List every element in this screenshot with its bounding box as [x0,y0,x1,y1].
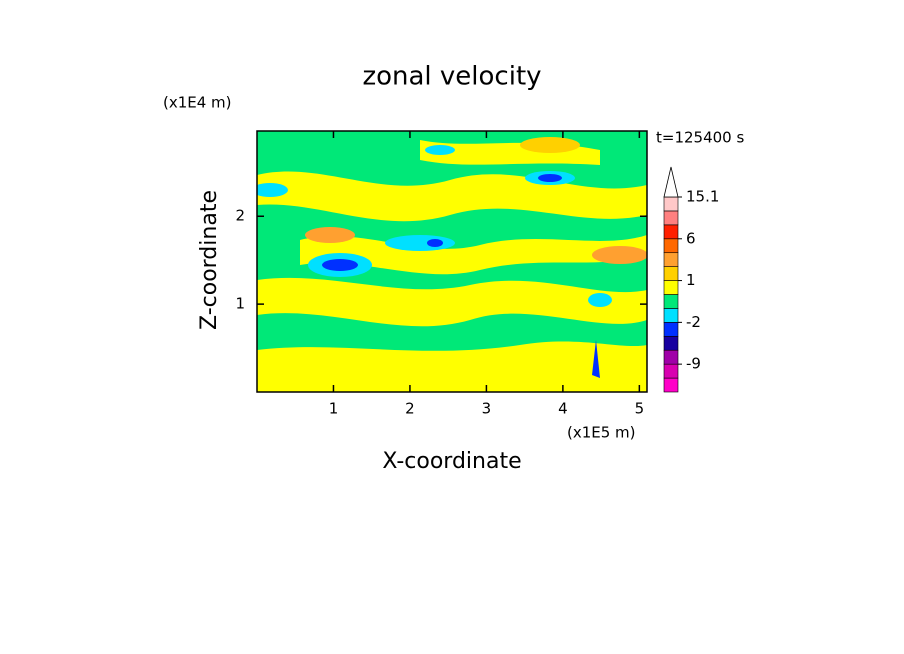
colorbar-box [663,335,679,351]
colorbar-box [663,294,679,309]
colorbar-box [663,252,679,267]
colorbar-box [663,280,679,295]
x-unit: (x1E5 m) [567,424,636,442]
colorbar-box [663,224,679,240]
colorbar-box [663,210,679,226]
x-tick-label: 1 [329,400,339,418]
colorbar-box [663,238,679,254]
y-unit: (x1E4 m) [163,94,232,112]
colorbar-arrow [663,166,679,198]
y-tick-label: 1 [235,295,245,313]
time-annotation: t=125400 s [656,129,744,147]
contour-field [257,131,647,392]
colorbar-box [663,308,679,323]
colorbar-box [663,266,679,281]
colorbar-label: 15.1 [686,188,719,206]
x-tick-label: 2 [405,400,415,418]
colorbar-label: -2 [686,313,701,331]
y-tick-label: 2 [235,207,245,225]
colorbar-box [663,363,679,379]
colorbar-box [663,377,679,393]
x-axis-label: X-coordinate [382,449,521,474]
chart-title: zonal velocity [362,62,541,92]
colorbar-box [663,349,679,365]
x-tick-label: 4 [558,400,568,418]
colorbar-box [663,196,679,212]
x-tick-label: 5 [635,400,645,418]
colorbar-label: 1 [686,271,696,289]
plot-frame [256,130,648,393]
y-axis-label: Z-coordinate [197,190,222,330]
colorbar-box [663,322,679,337]
x-tick-label: 3 [482,400,492,418]
colorbar-label: -9 [686,355,701,373]
colorbar-label: 6 [686,229,696,247]
